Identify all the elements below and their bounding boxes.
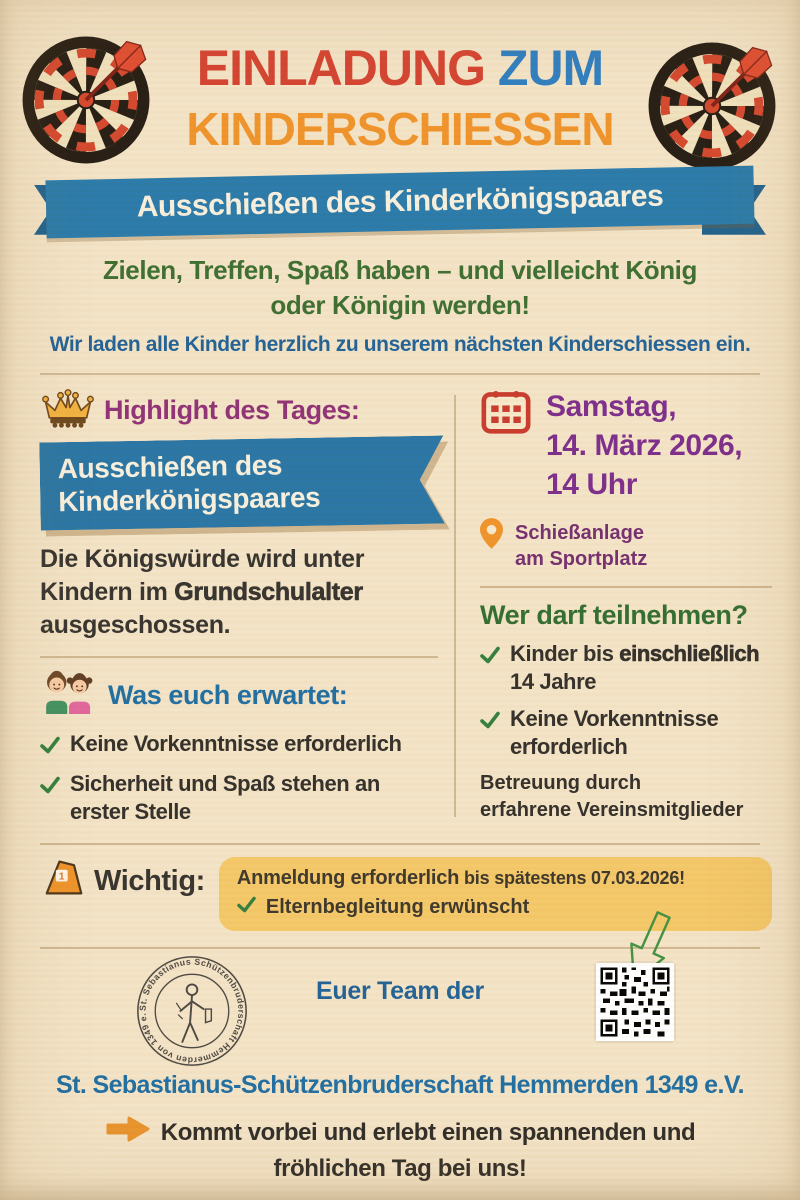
checkmark-icon [40,733,60,761]
highlight-heading-row: Highlight des Tages: [40,387,438,435]
event-date: Samstag, 14. März 2026, 14 Uhr [546,387,743,504]
checkmark-icon [237,896,256,919]
reminder-card-number: 1 [59,871,65,882]
checkmark-icon [480,708,500,761]
participate-item1-post: 14 Jahre [510,669,597,695]
supervision-note-line2: erfahrene Vereinsmitglieder [480,798,744,821]
registration-deadline: Anmeldung erforderlich bis spätestens 07… [237,867,756,890]
divider [40,372,760,375]
footer: St. Sebastianus Schützenbruderschaft Hem… [0,945,800,1069]
event-location: Schießanlage am Sportplatz [515,518,647,572]
calendar-icon [480,387,532,440]
registration-deadline-date: bis spätestens 07.03.2026! [459,867,685,888]
cta: Kommt vorbei und erlebt einen spannenden… [0,1114,800,1186]
checkmark-icon [40,773,60,826]
participate-heading: Wer darf teilnehmen? [480,599,748,630]
location-row: Schießanlage am Sportplatz [480,518,772,572]
participate-item: Keine Vorkenntnisse erforderlich [480,705,772,761]
expect-heading-row: Was euch erwartet: [40,670,438,721]
participate-item-text: Kinder bis einschließlich 14 Jahre [510,640,772,696]
tagline-line1: Zielen, Treffen, Spaß haben – und vielle… [103,254,697,285]
club-name: St. Sebastianus-Schützenbruderschaft Hem… [56,1070,745,1099]
event-date-line1: Samstag, [546,389,677,423]
highlight-ribbon-line2: Kinderkönigspaares [58,481,321,518]
ribbon-text: Ausschießen des Kinderkönigspaares [136,179,664,224]
supervision-note-line1: Betreuung durch [480,771,642,794]
event-column: Samstag, 14. März 2026, 14 Uhr Schießanl… [456,387,772,827]
highlight-column: Highlight des Tages: Ausschießen des Kin… [40,387,454,827]
crown-icon [40,387,96,435]
participate-item-text: Keine Vorkenntnisse erforderlich [510,706,719,760]
title-word-kinderschiessen: KINDERSCHIESSEN [186,102,614,155]
date-row: Samstag, 14. März 2026, 14 Uhr [480,387,772,504]
title-word-einladung: EINLADUNG [196,40,486,96]
club-seal: St. Sebastianus Schützenbruderschaft Hem… [131,945,250,1069]
event-date-line2: 14. März 2026, [546,428,743,462]
expect-item-text: Keine Vorkenntnisse erforderlich [70,731,402,757]
registration-deadline-main: Anmeldung erforderlich [236,866,460,889]
location-pin-icon [480,518,503,554]
expect-item: Sicherheit und Spaß stehen an erster Ste… [40,770,438,826]
reminder-card-icon: 1 [42,857,86,902]
qr-code [596,962,674,1041]
divider [40,946,760,949]
highlight-body-post: ausgeschossen. [40,611,231,640]
dartboard-icon [646,40,778,172]
participate-item1-bold: einschließlich [619,640,760,667]
event-location-line1: Schießanlage [515,521,644,544]
expect-item-text: Sicherheit und Spaß stehen an erster Ste… [70,771,380,825]
children-icon [40,670,98,721]
participate-item1-pre: Kinder bis [510,640,620,666]
cta-line1: Kommt vorbei und erlebt einen spannenden… [160,1119,696,1147]
divider [40,842,760,845]
supervision-note: Betreuung durch erfahrene Vereinsmitglie… [480,770,772,824]
page-title: EINLADUNG ZUM KINDERSCHIESSEN [0,0,800,153]
dartboard-icon [20,34,152,166]
divider [40,656,438,659]
highlight-body-pre: Die Königswürde wird unter Kindern im [40,545,365,607]
parents-note: Elternbegleitung erwünscht [237,896,756,919]
tagline-line2: oder Königin werden! [270,289,530,320]
highlight-body: Die Königswürde wird unter Kindern im Gr… [40,543,438,642]
divider [480,585,772,588]
registration-box: Anmeldung erforderlich bis spätestens 07… [218,856,772,931]
important-label: Wichtig: [94,864,205,897]
event-date-line3: 14 Uhr [546,467,637,501]
parents-note-text: Elternbegleitung erwünscht [265,895,530,918]
column-divider [454,394,456,817]
cta-arrow-icon [105,1114,151,1153]
content-columns: Highlight des Tages: Ausschießen des Kin… [0,375,800,827]
invite-line: Wir laden alle Kinder herzlich zu unsere… [49,332,751,356]
highlight-heading: Highlight des Tages: [104,395,360,426]
tagline: Zielen, Treffen, Spaß haben – und vielle… [0,253,800,323]
ribbon-band: Ausschießen des Kinderkönigspaares [45,165,755,239]
expect-heading: Was euch erwartet: [108,680,348,711]
checkmark-icon [480,643,500,696]
highlight-body-bold: Grundschulalter [174,578,363,607]
cta-line2: fröhlichen Tag bei uns! [273,1154,527,1182]
participate-item: Kinder bis einschließlich 14 Jahre [480,640,772,696]
event-location-line2: am Sportplatz [515,547,648,570]
important-row: 1 Wichtig: Anmeldung erforderlich bis sp… [0,845,800,931]
highlight-ribbon: Ausschießen des Kinderkönigspaares [39,435,444,530]
team-line: Euer Team der [316,976,484,1005]
title-word-zum: ZUM [497,40,604,96]
expect-item: Keine Vorkenntnisse erforderlich [40,730,438,761]
subtitle-ribbon: Ausschießen des Kinderkönigspaares [34,165,766,239]
